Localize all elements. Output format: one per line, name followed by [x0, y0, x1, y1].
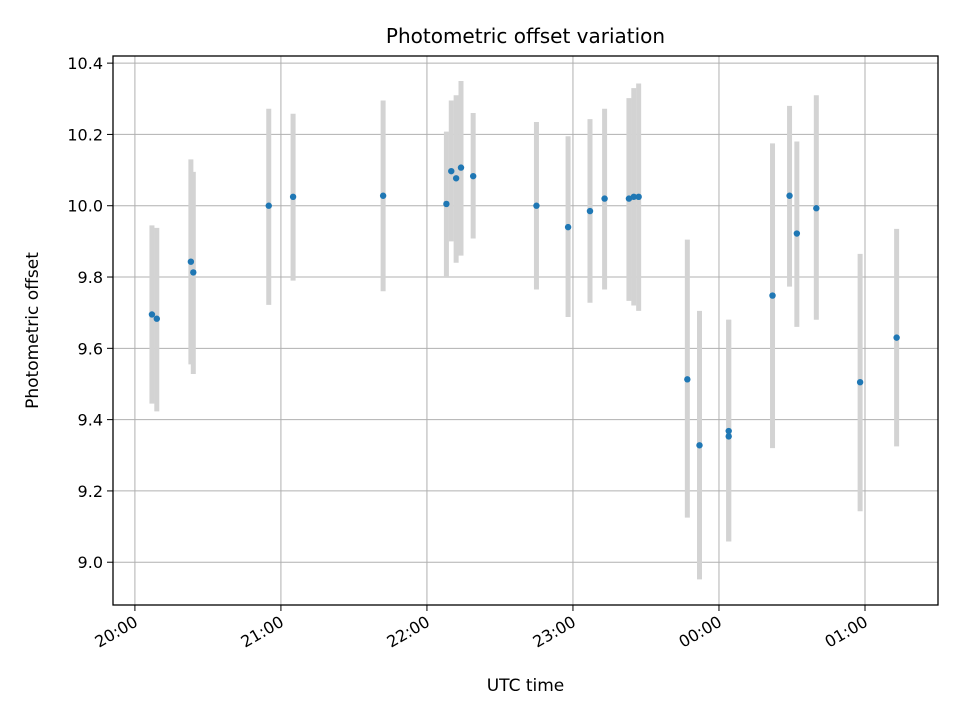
data-point — [625, 195, 633, 202]
data-point — [893, 334, 900, 341]
data-point — [265, 202, 272, 209]
grid-lines — [113, 56, 938, 605]
data-point — [769, 292, 776, 299]
y-tick-label: 9.8 — [78, 268, 103, 287]
data-point — [725, 427, 732, 435]
data-point — [533, 202, 540, 209]
y-tick-label: 10.4 — [67, 54, 103, 73]
data-point — [148, 311, 156, 318]
y-tick-label: 10.0 — [67, 197, 103, 216]
data-point — [564, 223, 572, 231]
x-axis-label: UTC time — [487, 676, 565, 696]
data-point — [696, 442, 703, 449]
data-point — [856, 378, 864, 386]
data-point — [601, 195, 608, 202]
y-tick-label: 9.2 — [78, 482, 103, 501]
y-tick-label: 9.6 — [78, 339, 103, 358]
chart-title: Photometric offset variation — [386, 24, 665, 48]
data-point — [684, 376, 691, 383]
data-point — [635, 193, 642, 201]
data-point — [187, 258, 195, 265]
data-point — [457, 164, 465, 171]
plot-frame — [112, 55, 939, 606]
data-point — [443, 200, 450, 208]
data-point — [786, 192, 793, 199]
data-point — [452, 175, 460, 182]
data-point — [469, 172, 477, 180]
data-point — [813, 205, 820, 212]
data-point — [153, 315, 161, 322]
y-tick-label: 9.4 — [78, 411, 103, 430]
y-axis-ticks: 9.0 9.2 9.4 9.6 9.8 10.0 10.2 10.4 — [67, 54, 113, 572]
data-points — [148, 164, 900, 449]
data-point — [379, 192, 387, 199]
data-point — [190, 269, 197, 276]
data-point — [630, 193, 637, 201]
y-axis-label: Photometric offset — [23, 252, 43, 409]
data-point — [793, 230, 801, 237]
data-point — [289, 193, 297, 201]
y-tick-label: 9.0 — [78, 553, 103, 572]
data-point — [448, 167, 455, 175]
y-tick-label: 10.2 — [67, 125, 103, 144]
data-point — [725, 433, 732, 440]
data-point — [586, 207, 594, 215]
